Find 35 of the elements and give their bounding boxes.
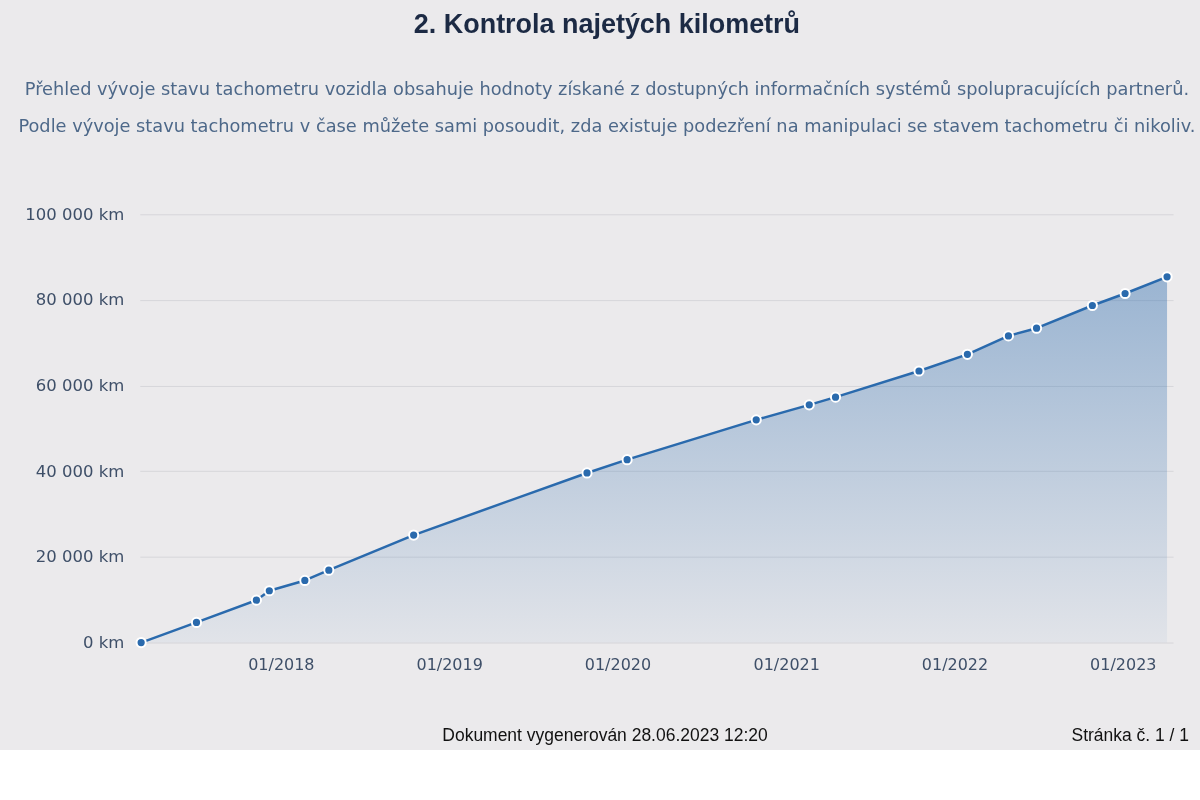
y-tick-label: 100 000 km: [25, 204, 125, 224]
text: Stránka č. 1 / 1: [1071, 725, 1190, 746]
point: [581, 467, 593, 479]
point: [263, 585, 275, 597]
point: [1119, 287, 1131, 300]
y-tick-label: 40 000 km: [35, 461, 125, 481]
point: [135, 636, 147, 649]
point: [1030, 322, 1043, 334]
x-tick-label: 01/2019: [416, 655, 483, 675]
y-tick-label: 20 000 km: [35, 547, 125, 567]
point: [961, 348, 974, 360]
point: [829, 391, 842, 403]
y-tick-label: 80 000 km: [35, 290, 125, 310]
point: [190, 616, 203, 629]
point: [913, 365, 925, 377]
point: [408, 529, 420, 541]
y-tick-label: 0 km: [83, 633, 125, 653]
point: [1086, 299, 1098, 312]
point: [803, 399, 815, 411]
x-tick-label: 01/2020: [584, 655, 652, 675]
point: [1002, 330, 1015, 342]
chart-title: 2. Kontrola najetých kilometrů: [413, 8, 801, 39]
point: [1161, 271, 1173, 283]
x-tick-label: 01/2023: [1090, 655, 1157, 675]
point: [621, 454, 633, 466]
x-tick-label: 01/2022: [921, 655, 989, 675]
point: [750, 414, 762, 426]
x-tick-label: 01/2021: [753, 655, 820, 675]
chart-subtitle: Přehled vývoje stavu tachometru vozidla obsahuje hodnoty získané z dostupných informačních systémů spolupracujících partnerů. Podle vývoje stavu tachometru v čase můžete sami posoudit, zda existuje podezření na manipulaci se stavem tachometru či nikoliv.: [18, 78, 1196, 136]
point: [323, 564, 335, 576]
x-tick-label: 01/2018: [248, 655, 315, 675]
point: [250, 594, 263, 606]
text: Dokument vygenerován 28.06.2023 12:20: [442, 725, 768, 746]
point: [299, 574, 311, 587]
y-tick-label: 60 000 km: [35, 376, 125, 396]
